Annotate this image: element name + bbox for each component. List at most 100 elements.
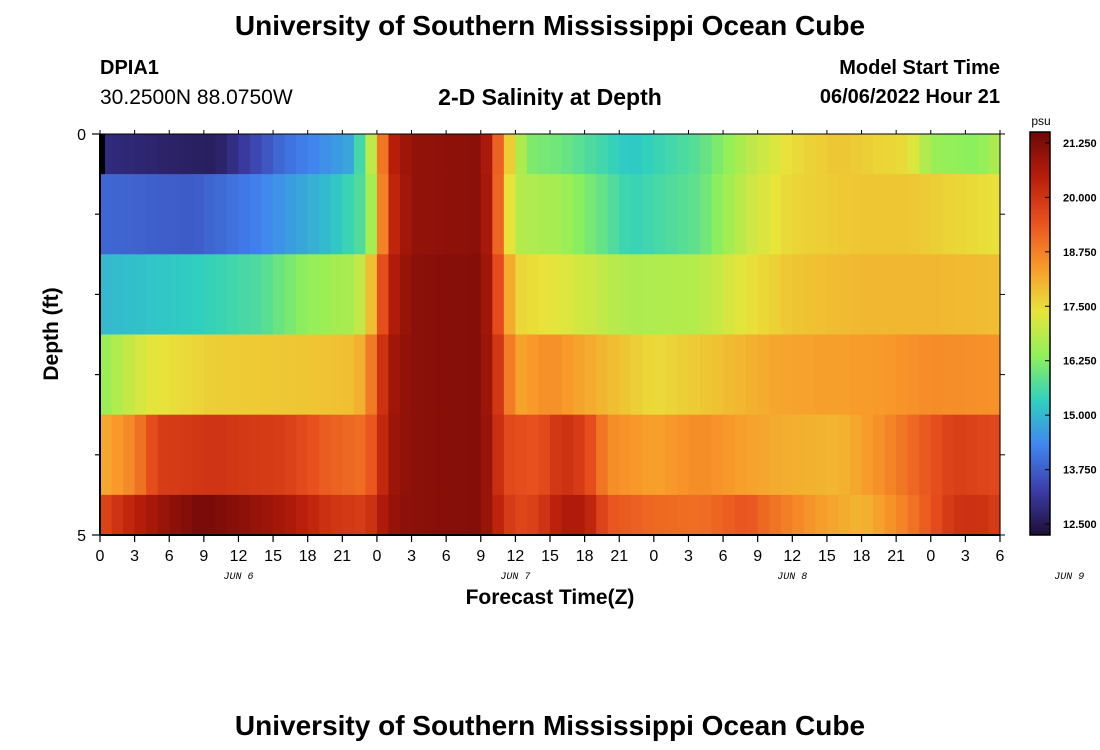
heatmap-cell xyxy=(676,414,690,496)
heatmap-cell xyxy=(480,134,493,175)
heatmap-cell xyxy=(642,494,655,536)
heatmap-cell xyxy=(873,174,886,255)
heatmap-cell xyxy=(411,414,424,496)
heatmap-cell xyxy=(792,414,805,496)
heatmap-cell xyxy=(792,494,805,536)
heatmap-cell xyxy=(550,414,563,496)
heatmap-cell xyxy=(284,134,297,175)
heatmap-cell xyxy=(757,494,770,536)
heatmap-cell xyxy=(203,134,216,175)
heatmap-cell xyxy=(492,414,505,496)
heatmap-cell xyxy=(123,414,136,496)
x-tick-label: 3 xyxy=(961,548,970,565)
heatmap-cell xyxy=(526,174,540,255)
heatmap-cell xyxy=(930,134,943,175)
heatmap-cell xyxy=(503,414,516,496)
heatmap-cell xyxy=(238,414,251,496)
date-label: JUN 9 xyxy=(1054,572,1084,583)
x-tick-label: 18 xyxy=(576,548,594,565)
heatmap-cell xyxy=(630,134,643,175)
heatmap-cell xyxy=(111,254,124,336)
heatmap-cell xyxy=(446,254,459,336)
heatmap-cell xyxy=(307,414,320,496)
heatmap-cell xyxy=(584,334,597,416)
heatmap-cell xyxy=(169,174,182,255)
heatmap-cell xyxy=(769,334,782,416)
heatmap-cell xyxy=(619,174,632,255)
heatmap-cell xyxy=(180,174,193,255)
heatmap-cell xyxy=(723,494,736,536)
heatmap-cell xyxy=(365,494,378,536)
heatmap-cell xyxy=(700,134,713,175)
heatmap-cell xyxy=(203,494,216,536)
heatmap-cell xyxy=(400,134,413,175)
heatmap-cell xyxy=(180,414,193,496)
heatmap-cell xyxy=(157,174,170,255)
colorbar-gradient xyxy=(1029,131,1051,536)
heatmap-cell xyxy=(226,174,240,255)
heatmap-cell xyxy=(353,414,366,496)
heatmap-cell xyxy=(861,174,874,255)
heatmap-cell xyxy=(180,494,193,536)
heatmap-cell xyxy=(700,174,713,255)
x-tick-label: 12 xyxy=(506,548,524,565)
heatmap-cell xyxy=(538,334,551,416)
heatmap-cell xyxy=(492,494,505,536)
heatmap-cell xyxy=(423,494,436,536)
heatmap-cell xyxy=(469,414,482,496)
heatmap-cell xyxy=(561,334,574,416)
heatmap-cell xyxy=(284,174,297,255)
heatmap-cell xyxy=(803,174,816,255)
heatmap-cell xyxy=(607,134,620,175)
heatmap-cell xyxy=(100,254,113,336)
heatmap-cell xyxy=(642,174,655,255)
heatmap-cell xyxy=(146,494,159,536)
heatmap-cell xyxy=(757,334,770,416)
x-tick-label: 3 xyxy=(130,548,139,565)
heatmap-cell xyxy=(711,494,724,536)
heatmap-cell xyxy=(826,254,840,336)
heatmap-cell xyxy=(780,134,793,175)
heatmap-cell xyxy=(953,334,966,416)
heatmap-cell xyxy=(446,174,459,255)
heatmap-cell xyxy=(157,134,170,175)
heatmap-cell xyxy=(307,494,320,536)
heatmap-cell xyxy=(388,174,401,255)
heatmap-cell xyxy=(688,414,701,496)
x-tick-label: 18 xyxy=(299,548,317,565)
heatmap-cell xyxy=(861,134,874,175)
heatmap-cell xyxy=(826,414,840,496)
heatmap-cell xyxy=(815,494,828,536)
heatmap-cell xyxy=(342,134,355,175)
heatmap-cell xyxy=(896,414,909,496)
heatmap-cell xyxy=(780,494,793,536)
heatmap-cell xyxy=(653,254,666,336)
heatmap-cell xyxy=(780,414,793,496)
heatmap-cell xyxy=(353,134,366,175)
heatmap-cell xyxy=(815,414,828,496)
heatmap-cell xyxy=(100,334,113,416)
heatmap-cell xyxy=(607,494,620,536)
heatmap-cell xyxy=(942,254,955,336)
heatmap-cell xyxy=(388,494,401,536)
heatmap-cell xyxy=(803,254,816,336)
heatmap-cell xyxy=(480,254,493,336)
heatmap-cell xyxy=(215,174,228,255)
model-start-label: Model Start Time xyxy=(839,57,1000,79)
colorbar-unit: psu xyxy=(1031,114,1050,128)
heatmap-cell xyxy=(792,174,805,255)
heatmap-cell xyxy=(988,134,1001,175)
heatmap-cell xyxy=(919,254,932,336)
heatmap-cell xyxy=(596,414,609,496)
heatmap-cell xyxy=(111,494,124,536)
heatmap-cell xyxy=(676,494,690,536)
heatmap-cell xyxy=(907,174,920,255)
heatmap-cell xyxy=(619,134,632,175)
heatmap-cell xyxy=(215,334,228,416)
heatmap-cell xyxy=(619,494,632,536)
heatmap-cell xyxy=(365,414,378,496)
heatmap-cell xyxy=(515,494,528,536)
heatmap-cell xyxy=(988,494,1001,536)
colorbar-tick-label: 18.750 xyxy=(1063,247,1097,259)
heatmap-cell xyxy=(850,414,863,496)
